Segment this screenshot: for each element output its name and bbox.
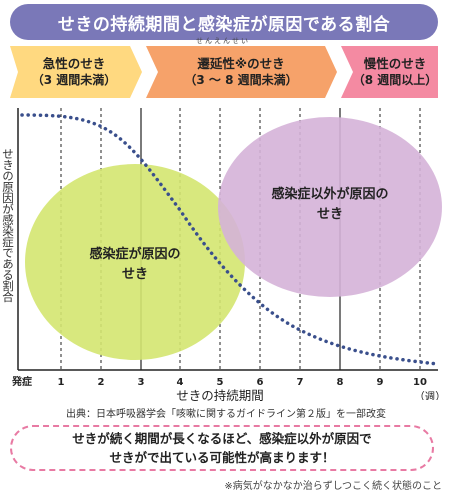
x-tick-9: 9 bbox=[377, 377, 384, 388]
page-title: せきの持続期間と感染症が原因である割合 bbox=[10, 4, 438, 40]
x-tick-10: 10 bbox=[413, 377, 427, 388]
phase-band-prolonged bbox=[146, 46, 337, 98]
phase-chronic-name: 慢性のせき bbox=[363, 56, 427, 71]
x-tick-1: 1 bbox=[58, 377, 65, 388]
infection-region-label-2: せき bbox=[122, 267, 148, 282]
prolonged-ruby: せんえんせい bbox=[196, 37, 250, 45]
x-axis-title: せきの持続期間 bbox=[176, 388, 264, 403]
other-cause-region bbox=[218, 117, 442, 297]
key-message-line-1: せきが続く期間が長くなるほど、感染症以外が原因で bbox=[72, 431, 372, 446]
phase-band-acute bbox=[10, 46, 142, 98]
x-unit: （週） bbox=[414, 391, 446, 400]
phase-acute-range: （3 週間未満） bbox=[31, 73, 117, 87]
duration-diagram: 感染症が原因の せき 感染症以外が原因の せき 発症 1 2 3 4 5 6 7… bbox=[11, 108, 446, 400]
x-tick-5: 5 bbox=[217, 377, 224, 388]
footnote: ※病気がなかなか治らずしつこく続く状態のこと bbox=[224, 481, 442, 492]
x-tick-6: 6 bbox=[257, 377, 264, 388]
phase-prolonged-range: （3 ～ 8 週間未満） bbox=[184, 73, 298, 87]
source-citation: 出典：日本呼吸器学会「咳嗽に関するガイドライン第２版」を一部改変 bbox=[66, 409, 386, 420]
phase-acute: 急性のせき （3 週間未満） bbox=[18, 46, 130, 98]
y-axis-label: せきの原因が感染症である割合 bbox=[1, 148, 15, 302]
other-region-label-1: 感染症以外が原因の bbox=[271, 186, 388, 202]
infection-ratio-curve bbox=[20, 113, 440, 366]
key-message-line-2: せきがで出ている可能性が高まります！ bbox=[109, 450, 335, 465]
infection-region-label-1: 感染症が原因の bbox=[89, 246, 180, 262]
x-tick-2: 2 bbox=[98, 377, 105, 388]
x-tick-onset: 発症 bbox=[11, 375, 32, 388]
phase-chronic: 慢性のせき （8 週間以上） bbox=[352, 46, 438, 98]
x-tick-4: 4 bbox=[177, 377, 184, 388]
phase-prolonged: 遷延性※のせき （3 ～ 8 週間未満） bbox=[156, 46, 326, 98]
other-region-label-2: せき bbox=[317, 207, 343, 222]
phase-prolonged-name: 遷延性※のせき bbox=[197, 56, 285, 71]
phase-acute-name: 急性のせき bbox=[42, 56, 106, 71]
infection-region bbox=[25, 164, 245, 360]
x-tick-8: 8 bbox=[337, 377, 344, 388]
phase-band-chronic bbox=[341, 46, 438, 98]
key-message-box: せきが続く期間が長くなるほど、感染症以外が原因で せきがで出ている可能性が高まり… bbox=[10, 425, 434, 471]
x-tick-7: 7 bbox=[297, 377, 304, 388]
x-tick-3: 3 bbox=[138, 377, 145, 388]
phase-chronic-range: （8 週間以上） bbox=[352, 73, 438, 87]
phase-bands bbox=[10, 46, 438, 98]
